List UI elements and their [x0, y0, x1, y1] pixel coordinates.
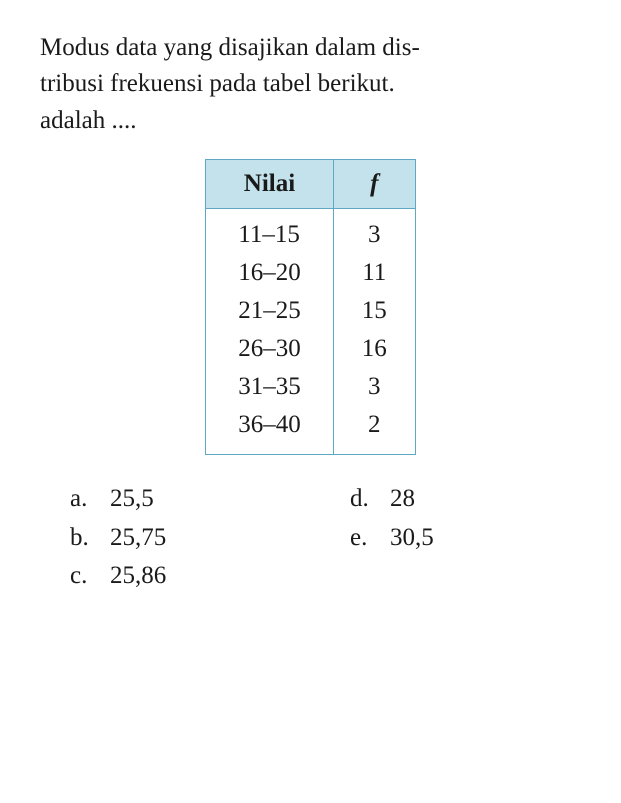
option-value: 28 [390, 480, 415, 519]
table-cell-f: 3 [333, 216, 415, 254]
answer-option-d: d. 28 [350, 480, 434, 519]
table-cell-f: 11 [333, 254, 415, 292]
table-header-nilai: Nilai [206, 159, 334, 208]
option-letter: c. [70, 557, 110, 596]
frequency-table: Nilai f 11–15 3 16–20 11 21–25 15 26–30 … [205, 159, 416, 455]
table-cell-nilai: 26–30 [206, 330, 334, 368]
answer-column-left: a. 25,5 b. 25,75 c. 25,86 [70, 480, 350, 596]
question-line-1: Modus data yang disajikan dalam dis- [40, 34, 420, 61]
table-cell-f: 2 [333, 406, 415, 444]
table-row: 26–30 16 [206, 330, 416, 368]
table-cell-nilai: 16–20 [206, 254, 334, 292]
answer-options: a. 25,5 b. 25,75 c. 25,86 d. 28 e. 30,5 [40, 480, 581, 596]
option-value: 30,5 [390, 519, 434, 558]
table-cell-nilai: 36–40 [206, 406, 334, 444]
option-value: 25,75 [110, 519, 166, 558]
table-cell-nilai: 21–25 [206, 292, 334, 330]
option-value: 25,5 [110, 480, 154, 519]
table-cell-f: 15 [333, 292, 415, 330]
question-line-3: adalah .... [40, 107, 136, 134]
answer-option-a: a. 25,5 [70, 480, 350, 519]
table-cell-f: 3 [333, 368, 415, 406]
table-row: 31–35 3 [206, 368, 416, 406]
answer-column-right: d. 28 e. 30,5 [350, 480, 434, 596]
table-row: 16–20 11 [206, 254, 416, 292]
table-cell-f: 16 [333, 330, 415, 368]
table-row: 36–40 2 [206, 406, 416, 444]
frequency-table-wrapper: Nilai f 11–15 3 16–20 11 21–25 15 26–30 … [40, 159, 581, 455]
answer-option-b: b. 25,75 [70, 519, 350, 558]
option-value: 25,86 [110, 557, 166, 596]
table-row: 11–15 3 [206, 216, 416, 254]
answer-option-c: c. 25,86 [70, 557, 350, 596]
option-letter: a. [70, 480, 110, 519]
question-text: Modus data yang disajikan dalam dis- tri… [40, 30, 581, 139]
table-row: 21–25 15 [206, 292, 416, 330]
option-letter: b. [70, 519, 110, 558]
option-letter: e. [350, 519, 390, 558]
table-header-f: f [333, 159, 415, 208]
answer-option-e: e. 30,5 [350, 519, 434, 558]
table-cell-nilai: 11–15 [206, 216, 334, 254]
table-cell-nilai: 31–35 [206, 368, 334, 406]
question-line-2: tribusi frekuensi pada tabel berikut. [40, 70, 395, 97]
option-letter: d. [350, 480, 390, 519]
